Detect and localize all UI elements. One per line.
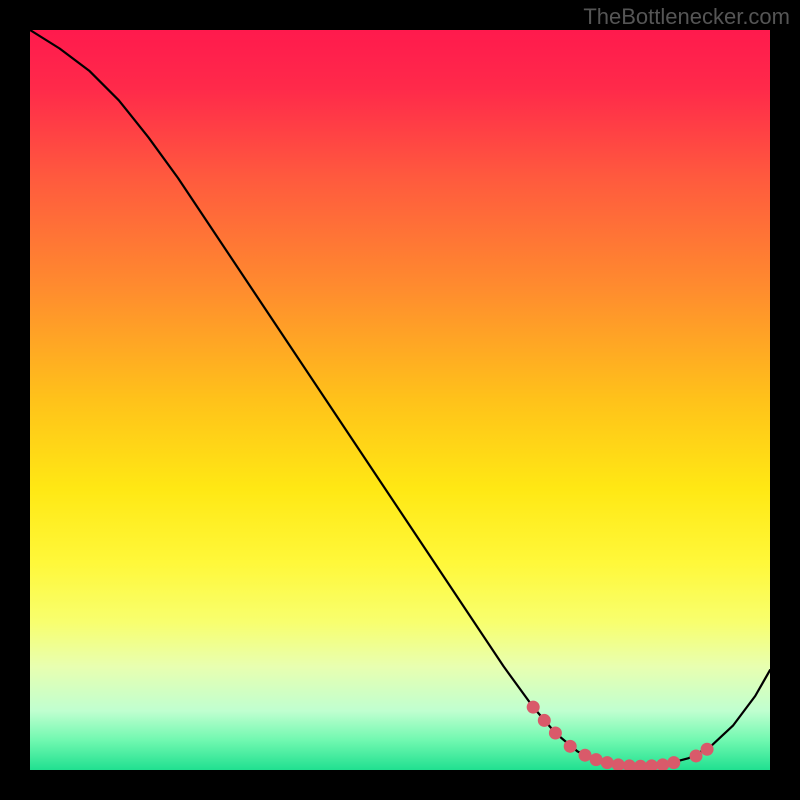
marker-dot (601, 756, 614, 769)
marker-dot (538, 714, 551, 727)
marker-dot (590, 753, 603, 766)
marker-dot (527, 701, 540, 714)
marker-dot (667, 756, 680, 769)
watermark-text: TheBottlenecker.com (583, 4, 790, 30)
chart-svg (30, 30, 770, 770)
marker-dot (579, 749, 592, 762)
marker-dot (690, 749, 703, 762)
marker-dot (701, 743, 714, 756)
marker-dot (549, 727, 562, 740)
chart-background (30, 30, 770, 770)
chart-plot-area (30, 30, 770, 770)
marker-dot (564, 740, 577, 753)
